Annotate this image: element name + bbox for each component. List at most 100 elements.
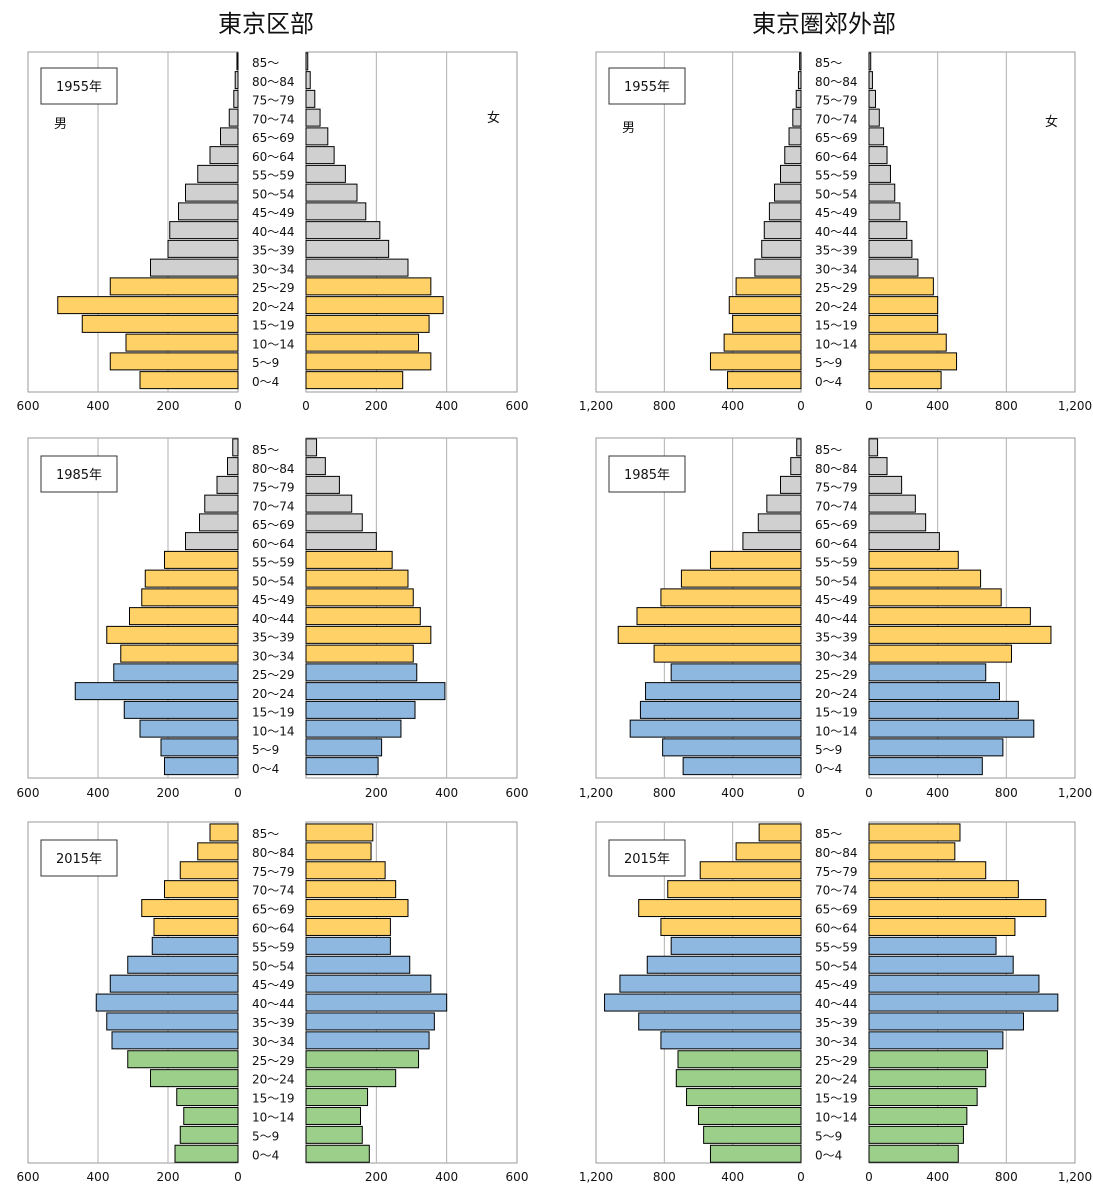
bar-male-ku-1955-9 [169, 221, 239, 240]
year-legend-kogai-1955: 1955年 [624, 80, 670, 95]
bar-male-kogai-2015-17 [709, 1144, 802, 1163]
bar-female-ku-1985-4 [305, 513, 363, 532]
bar-male-kogai-2015-14 [686, 1088, 802, 1107]
age-label-ku-2015-11: 30～34 [252, 1035, 295, 1049]
bar-male-ku-2015-8 [109, 974, 239, 993]
bar-female-kogai-1955-5 [868, 146, 888, 165]
bar-female-ku-1955-7 [305, 183, 358, 202]
age-label-kogai-1985-10: 35～39 [815, 631, 858, 645]
bar-female-kogai-1985-14 [868, 700, 1019, 719]
bar-male-kogai-2015-8 [619, 974, 802, 993]
bar-male-kogai-1985-10 [617, 625, 802, 644]
tick-left-ku-1985-3: 0 [234, 786, 242, 800]
bar-male-kogai-2015-16 [703, 1125, 802, 1144]
bar-male-kogai-2015-0 [758, 823, 802, 842]
age-label-ku-1955-17: 0～4 [252, 375, 279, 389]
bar-female-kogai-1955-0 [868, 52, 872, 71]
bar-female-kogai-1985-12 [868, 663, 987, 682]
bar-female-ku-1955-17 [305, 371, 404, 390]
bar-female-ku-2015-8 [305, 974, 432, 993]
bar-male-kogai-1955-12 [735, 277, 802, 296]
bar-female-kogai-1955-3 [868, 108, 880, 127]
bar-male-ku-1985-13 [74, 682, 239, 701]
bar-female-kogai-2015-5 [868, 917, 1016, 936]
age-label-ku-1985-7: 50～54 [252, 574, 295, 588]
bar-male-kogai-2015-6 [670, 936, 802, 955]
age-label-ku-2015-16: 5～9 [252, 1129, 279, 1143]
bar-female-kogai-2015-3 [868, 880, 1019, 899]
bar-female-ku-1985-8 [305, 588, 414, 607]
bar-male-kogai-1955-8 [768, 202, 802, 221]
bar-female-kogai-1985-1 [868, 457, 888, 476]
bar-female-kogai-1985-0 [868, 438, 879, 457]
bar-male-kogai-2015-5 [660, 917, 802, 936]
bar-male-ku-2015-15 [183, 1106, 239, 1125]
bar-male-ku-2015-12 [127, 1050, 239, 1069]
bar-female-ku-2015-10 [305, 1012, 435, 1031]
bar-male-ku-1955-0 [236, 52, 239, 71]
age-label-kogai-1985-11: 30～34 [815, 649, 858, 663]
age-label-ku-1955-5: 60～64 [252, 150, 295, 164]
bar-female-kogai-2015-7 [868, 955, 1014, 974]
chart-title-ku: 東京区部 [218, 10, 314, 38]
year-legend-ku-1985: 1985年 [56, 468, 102, 483]
bar-male-ku-1985-11 [120, 644, 239, 663]
bar-male-ku-1955-17 [139, 371, 239, 390]
bar-male-ku-2015-6 [151, 936, 239, 955]
bar-female-ku-1985-10 [305, 625, 432, 644]
bar-male-kogai-1985-1 [790, 457, 802, 476]
bar-female-kogai-1985-16 [868, 738, 1004, 757]
age-label-ku-2015-6: 55～59 [252, 940, 295, 954]
age-label-ku-1955-10: 35～39 [252, 244, 295, 258]
bar-male-kogai-1955-17 [727, 371, 802, 390]
age-label-kogai-1985-1: 80～84 [815, 462, 858, 476]
tick-left-kogai-2015-2: 400 [721, 1170, 744, 1184]
bar-male-ku-2015-17 [174, 1144, 239, 1163]
age-label-ku-1985-1: 80～84 [252, 462, 295, 476]
age-label-kogai-1955-10: 35～39 [815, 244, 858, 258]
bar-female-ku-2015-0 [305, 823, 374, 842]
age-label-ku-1955-0: 85～ [252, 56, 279, 70]
age-label-kogai-2015-15: 10～14 [815, 1111, 858, 1125]
bar-female-ku-1955-15 [305, 333, 420, 352]
tick-right-ku-1955-3: 600 [506, 399, 529, 413]
bar-female-ku-1985-13 [305, 682, 446, 701]
age-label-ku-1985-6: 55～59 [252, 556, 295, 570]
bar-female-ku-2015-1 [305, 842, 372, 861]
tick-right-kogai-2015-0: 0 [865, 1170, 873, 1184]
age-label-kogai-1985-3: 70～74 [815, 499, 858, 513]
bar-male-kogai-1955-7 [774, 183, 802, 202]
tick-right-ku-1985-2: 600 [506, 786, 529, 800]
bar-female-kogai-1985-15 [868, 719, 1035, 738]
tick-left-kogai-2015-3: 0 [797, 1170, 805, 1184]
age-label-ku-1985-4: 65～69 [252, 518, 295, 532]
age-label-ku-1955-6: 55～59 [252, 169, 295, 183]
tick-left-ku-2015-2: 200 [157, 1170, 180, 1184]
bar-male-ku-1955-5 [209, 146, 239, 165]
bar-male-kogai-1955-4 [788, 127, 802, 146]
tick-left-kogai-1985-1: 800 [653, 786, 676, 800]
bar-female-kogai-1985-8 [868, 588, 1002, 607]
tick-right-ku-2015-2: 600 [506, 1170, 529, 1184]
bar-female-ku-1985-9 [305, 607, 421, 626]
age-label-ku-2015-12: 25～29 [252, 1054, 295, 1068]
bar-female-kogai-1985-13 [868, 682, 1000, 701]
age-label-ku-1985-11: 30～34 [252, 649, 295, 663]
bar-female-ku-2015-17 [305, 1144, 370, 1163]
bar-female-ku-1985-0 [305, 438, 318, 457]
bar-male-kogai-1985-14 [639, 700, 802, 719]
age-label-ku-1955-16: 5～9 [252, 356, 279, 370]
age-label-ku-2015-7: 50～54 [252, 959, 295, 973]
age-label-kogai-2015-1: 80～84 [815, 846, 858, 860]
age-label-kogai-2015-3: 70～74 [815, 884, 858, 898]
bar-female-ku-1985-12 [305, 663, 418, 682]
age-label-ku-2015-14: 15～19 [252, 1092, 295, 1106]
bar-female-kogai-2015-6 [868, 936, 997, 955]
age-label-kogai-1955-3: 70～74 [815, 112, 858, 126]
tick-left-ku-2015-3: 0 [234, 1170, 242, 1184]
age-label-ku-1985-2: 75～79 [252, 481, 295, 495]
year-legend-kogai-1985: 1985年 [624, 468, 670, 483]
bar-male-ku-1985-7 [144, 569, 239, 588]
bar-male-ku-1985-14 [123, 700, 239, 719]
